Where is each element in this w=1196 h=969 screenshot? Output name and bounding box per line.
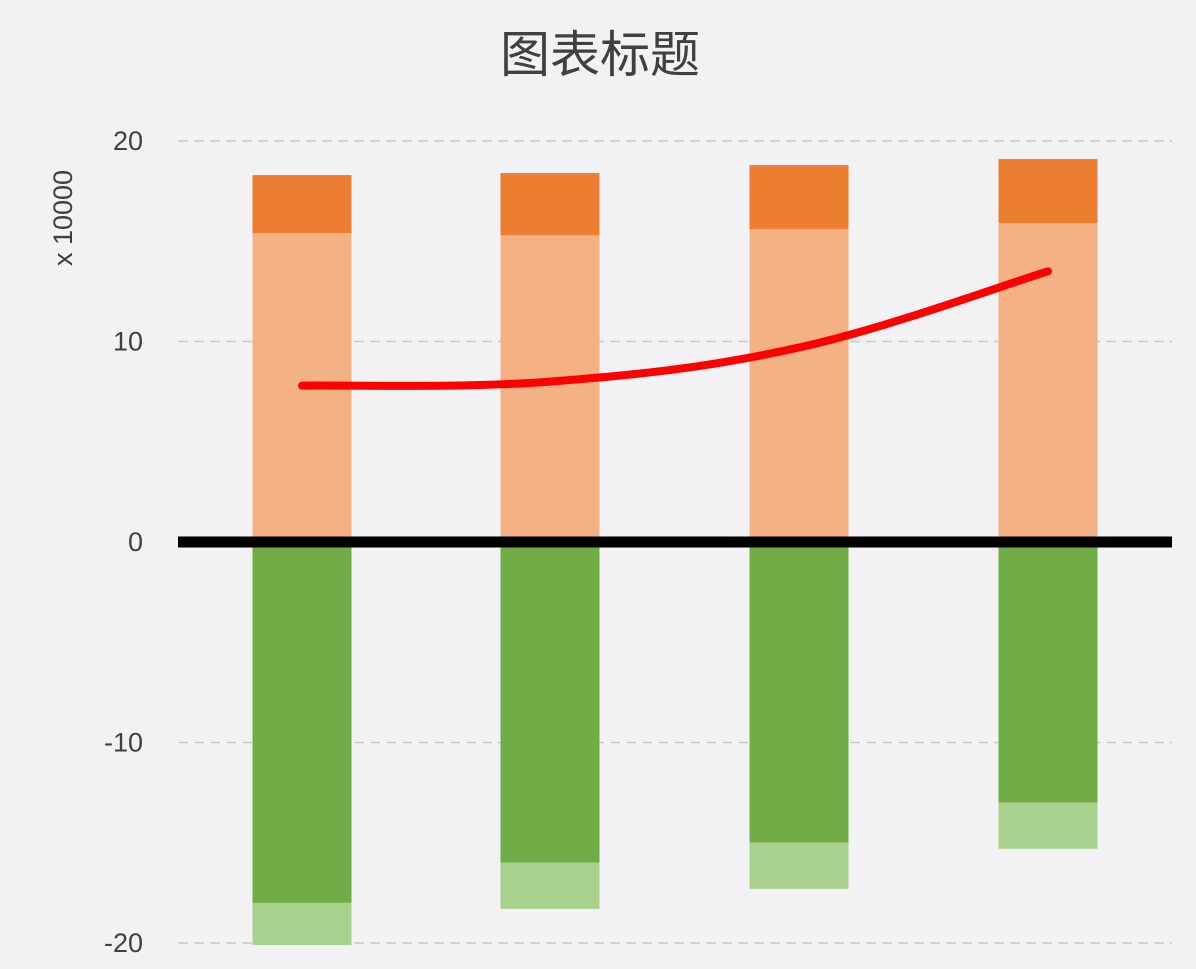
- bar-series-4-category-2: [500, 862, 600, 909]
- line-point-1: [301, 385, 303, 387]
- y-tick-label: -20: [104, 928, 143, 958]
- bar-series-2-category-1: [252, 175, 352, 234]
- y-tick-label: 20: [113, 126, 143, 156]
- bar-series-3-category-3: [749, 542, 849, 843]
- bar-series-3-category-4: [998, 542, 1098, 803]
- bar-series-3-category-2: [500, 542, 600, 863]
- y-axis-unit-label: x 10000: [48, 170, 78, 266]
- bar-series-4-category-4: [998, 802, 1098, 849]
- y-tick-label: -10: [104, 728, 143, 758]
- bar-series-4-category-1: [252, 902, 352, 946]
- line-point-3: [798, 347, 800, 349]
- line-point-2: [549, 381, 551, 383]
- bar-series-1-category-2: [500, 235, 600, 543]
- y-axis-ticks: 20 10 0 -10 -20: [104, 126, 143, 958]
- bar-series-1-category-4: [998, 223, 1098, 542]
- bar-series-3-category-1: [252, 542, 352, 903]
- bar-series-2-category-4: [998, 159, 1098, 224]
- bar-series-2-category-3: [749, 165, 849, 230]
- y-tick-label: 0: [128, 527, 143, 557]
- bar-series-2-category-2: [500, 173, 600, 236]
- chart-title: 图表标题: [500, 26, 700, 84]
- trend-line: [298, 267, 1052, 390]
- bar-series-1-category-3: [749, 229, 849, 542]
- line-point-4: [1047, 270, 1049, 272]
- line-series: [298, 267, 1052, 390]
- bar-series-4-category-3: [749, 842, 849, 889]
- y-tick-label: 10: [113, 327, 143, 357]
